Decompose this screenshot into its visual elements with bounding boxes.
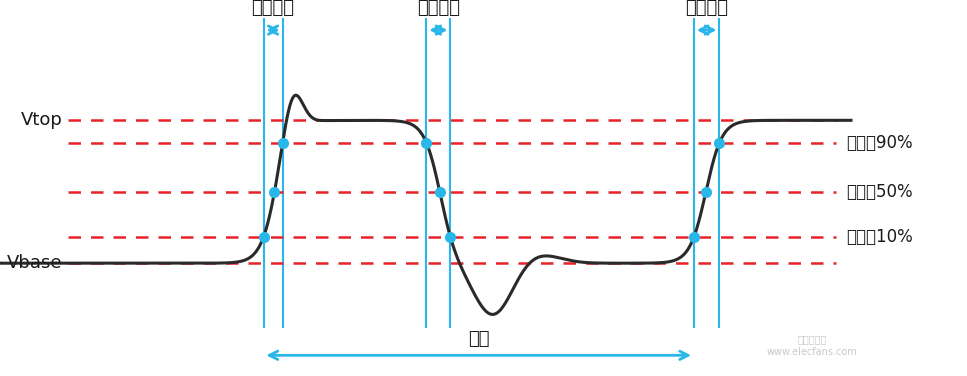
Text: 下降时间: 下降时间: [417, 0, 460, 17]
Text: 上升时间: 上升时间: [686, 0, 728, 17]
Text: 周期: 周期: [468, 330, 489, 348]
Text: 上升时间: 上升时间: [251, 0, 295, 17]
Text: 电子发烧友
www.elecfans.com: 电子发烧友 www.elecfans.com: [767, 334, 858, 357]
Text: Vtop: Vtop: [21, 111, 63, 129]
Text: Vbase: Vbase: [8, 254, 63, 272]
Text: 低阈值10%: 低阈值10%: [846, 228, 913, 246]
Text: 中阈值50%: 中阈值50%: [846, 183, 913, 201]
Text: 高阈值90%: 高阈值90%: [846, 134, 913, 152]
